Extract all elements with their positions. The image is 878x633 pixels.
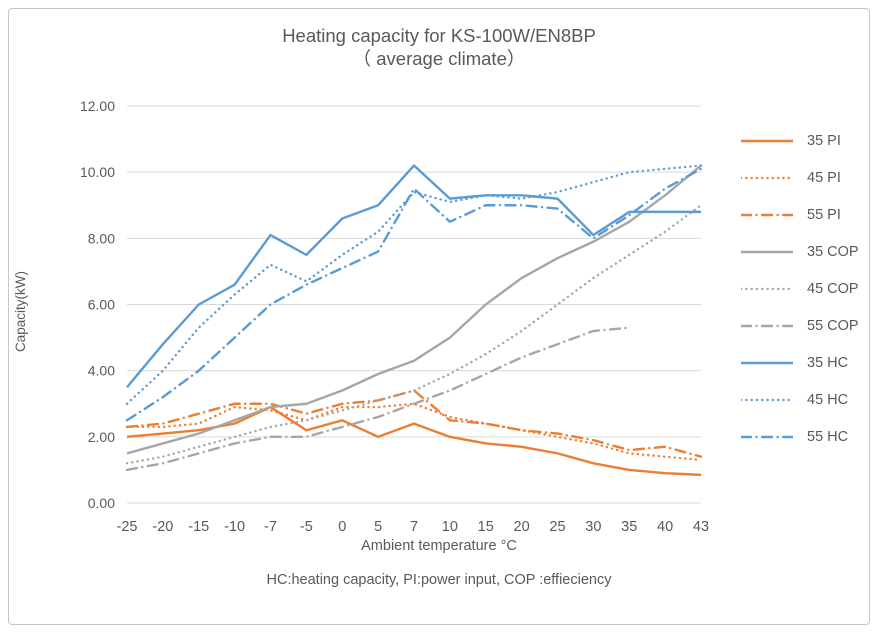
svg-text:-20: -20 [152,519,173,535]
svg-text:6.00: 6.00 [88,297,115,313]
svg-text:40: 40 [657,519,673,535]
svg-text:0: 0 [338,519,346,535]
svg-text:43: 43 [693,519,709,535]
svg-text:-5: -5 [300,519,313,535]
svg-text:2.00: 2.00 [88,429,115,445]
svg-text:7: 7 [410,519,418,535]
svg-text:-25: -25 [117,519,138,535]
svg-text:8.00: 8.00 [88,230,115,246]
svg-text:-10: -10 [224,519,245,535]
svg-text:5: 5 [374,519,382,535]
svg-text:20: 20 [514,519,530,535]
svg-text:12.00: 12.00 [80,98,115,114]
svg-text:35: 35 [621,519,637,535]
svg-text:15: 15 [478,519,494,535]
svg-text:-15: -15 [188,519,209,535]
svg-text:0.00: 0.00 [88,495,115,511]
svg-text:30: 30 [585,519,601,535]
svg-text:10: 10 [442,519,458,535]
svg-text:-7: -7 [264,519,277,535]
svg-text:4.00: 4.00 [88,363,115,379]
svg-text:25: 25 [549,519,565,535]
svg-text:10.00: 10.00 [80,164,115,180]
